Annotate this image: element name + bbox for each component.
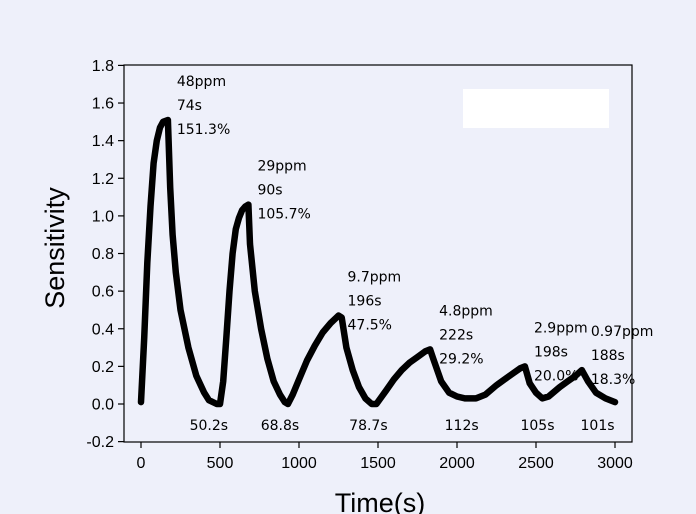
y-tick-label: 0.0 xyxy=(92,397,114,414)
y-tick-label: 0.2 xyxy=(92,359,114,376)
x-axis-title: Time(s) xyxy=(335,488,425,514)
x-tick-label: 1000 xyxy=(281,455,317,472)
peak-label-line: 90s xyxy=(257,183,282,199)
x-tick-label: 3000 xyxy=(597,455,633,472)
y-tick-label: 0.6 xyxy=(92,284,114,301)
peak-label-line: 48ppm xyxy=(177,74,226,90)
x-tick-label: 2000 xyxy=(439,455,475,472)
recovery-time-label: 105s xyxy=(520,418,554,434)
recovery-time-label: 50.2s xyxy=(190,418,228,434)
peak-label-line: 20.0% xyxy=(534,368,578,384)
peak-label: 0.97ppm 188s 18.3% xyxy=(591,324,654,388)
peak-label-line: 2.9ppm xyxy=(534,320,588,336)
y-tick-label: 0.8 xyxy=(92,246,114,263)
peak-label: 4.8ppm 222s 29.2% xyxy=(439,303,493,367)
peak-label-line: 196s xyxy=(348,294,382,310)
peak-label: 48ppm 74s 151.3% xyxy=(177,74,230,138)
peak-label: 9.7ppm 196s 47.5% xyxy=(348,270,402,334)
peak-label-line: 198s xyxy=(534,344,568,360)
y-axis: -0.2 0.0 0.2 0.4 0.6 0.8 1.0 1.2 1.4 1.6 1.8 xyxy=(86,58,124,451)
peak-label-line: 4.8ppm xyxy=(439,303,493,319)
recovery-time-label: 101s xyxy=(581,418,615,434)
legend-box xyxy=(463,89,609,128)
peak-label-line: 74s xyxy=(177,98,202,114)
series-line xyxy=(137,116,619,408)
y-tick-label: 1.4 xyxy=(92,133,114,150)
peak-label-line: 47.5% xyxy=(348,318,392,334)
peak-label-line: 222s xyxy=(439,327,473,343)
peak-label-line: 9.7ppm xyxy=(348,270,402,286)
y-tick-label: -0.2 xyxy=(86,434,114,451)
x-tick-label: 0 xyxy=(137,455,146,472)
annotations: 48ppm 74s 151.3% 29ppm 90s 105.7% 9.7ppm 196s 47… xyxy=(177,74,654,434)
y-tick-label: 1.6 xyxy=(92,96,114,113)
peak-label-line: 18.3% xyxy=(591,372,635,388)
peak-label: 2.9ppm 198s 20.0% xyxy=(534,320,588,384)
peak-label-line: 0.97ppm xyxy=(591,324,654,340)
recovery-time-label: 78.7s xyxy=(349,418,387,434)
y-axis-title: Sensitivity xyxy=(40,187,70,309)
x-tick-label: 1500 xyxy=(360,455,396,472)
peak-label-line: 29.2% xyxy=(439,351,483,367)
peak-label-line: 151.3% xyxy=(177,122,230,138)
y-tick-label: 0.4 xyxy=(92,321,114,338)
y-tick-label: 1.2 xyxy=(92,171,114,188)
x-tick-label: 500 xyxy=(207,455,234,472)
peak-label-line: 188s xyxy=(591,348,625,364)
recovery-time-label: 112s xyxy=(445,418,479,434)
peak-label-line: 105.7% xyxy=(257,207,310,223)
x-tick-label: 2500 xyxy=(518,455,554,472)
x-axis: 0 500 1000 1500 2000 2500 3000 xyxy=(137,442,633,472)
y-tick-label: 1.0 xyxy=(92,208,114,225)
series-group xyxy=(137,116,619,408)
peak-label: 29ppm 90s 105.7% xyxy=(257,159,310,223)
recovery-time-label: 68.8s xyxy=(261,418,299,434)
y-tick-label: 1.8 xyxy=(92,58,114,75)
peak-label-line: 29ppm xyxy=(257,159,306,175)
